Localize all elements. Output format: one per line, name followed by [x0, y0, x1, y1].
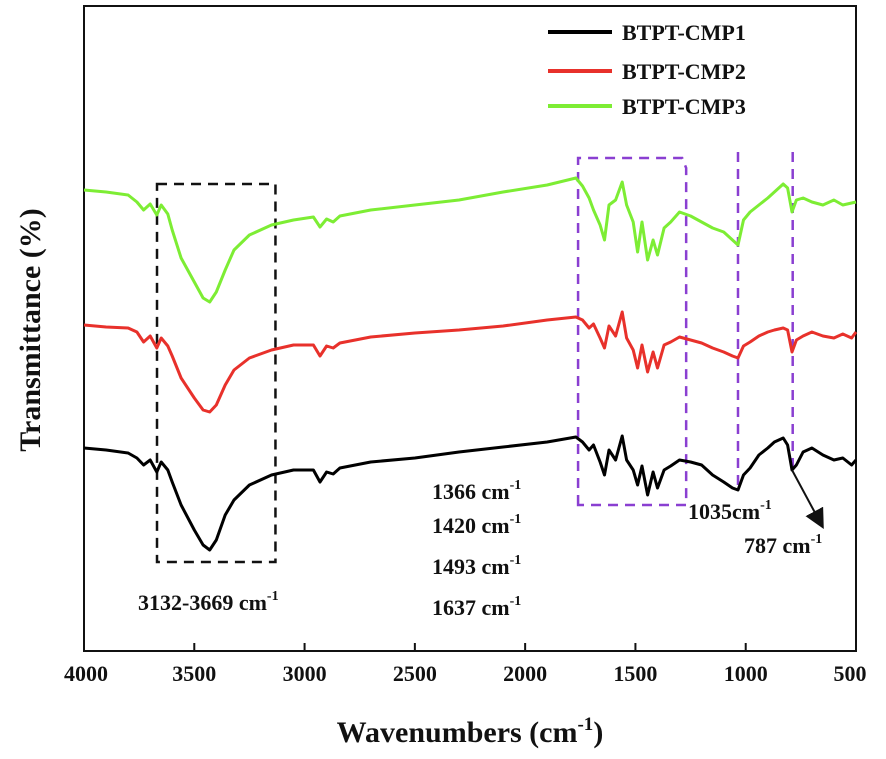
- x-axis-title-tail: ): [593, 716, 603, 749]
- legend-label-cmp1: BTPT-CMP1: [622, 20, 746, 45]
- x-tick-label: 2500: [393, 661, 437, 686]
- oh-range-box: [155, 182, 277, 564]
- series-line-btpt-cmp2: [83, 310, 858, 414]
- annotation-1637: 1637 cm-1: [432, 594, 521, 620]
- annotation-1420-sup: -1: [510, 512, 522, 527]
- annotation-oh-range: 3132-3669 cm-1: [138, 589, 279, 615]
- x-tick-label: 500: [834, 661, 867, 686]
- x-tick-label: 1000: [724, 661, 768, 686]
- annotation-1035: 1035cm-1: [688, 498, 772, 524]
- series-line-btpt-cmp1: [83, 434, 858, 552]
- annotation-oh-range-sup: -1: [267, 589, 279, 604]
- x-tick-label: 3500: [172, 661, 216, 686]
- annotation-1035-sup: -1: [760, 498, 772, 513]
- annotation-1366-text: 1366 cm: [432, 479, 510, 504]
- legend: BTPT-CMP1 BTPT-CMP2 BTPT-CMP3: [548, 20, 746, 119]
- annotation-1366: 1366 cm-1: [432, 478, 521, 504]
- annotation-oh-range-text: 3132-3669 cm: [138, 590, 267, 615]
- series-group: [83, 176, 858, 552]
- series-line-btpt-cmp3: [83, 176, 857, 304]
- x-tick-label: 3000: [283, 661, 327, 686]
- x-tick-label: 4000: [64, 661, 108, 686]
- plot-frame: [83, 5, 857, 652]
- annotation-787-text: 787 cm: [744, 533, 811, 558]
- aromatic-region-box: [576, 156, 688, 507]
- annotation-1637-text: 1637 cm: [432, 595, 510, 620]
- x-axis-ticks: 4000 3500 3000 2500 2000 1500 1000 500: [64, 643, 867, 686]
- annotation-1493: 1493 cm-1: [432, 553, 521, 579]
- annotation-787-sup: -1: [811, 532, 823, 547]
- legend-label-cmp2: BTPT-CMP2: [622, 59, 746, 84]
- annotation-1637-sup: -1: [510, 594, 522, 609]
- arrow-787: [791, 469, 824, 530]
- annotation-787: 787 cm-1: [744, 532, 822, 558]
- x-axis-title-main: Wavenumbers (cm: [337, 716, 578, 749]
- x-axis-title: Wavenumbers (cm-1): [337, 714, 604, 749]
- annotation-1035-text: 1035cm: [688, 499, 760, 524]
- annotation-1420: 1420 cm-1: [432, 512, 521, 538]
- x-axis-title-sup: -1: [577, 714, 593, 735]
- annotation-1493-sup: -1: [510, 553, 522, 568]
- legend-label-cmp3: BTPT-CMP3: [622, 94, 746, 119]
- y-axis-title: Transmittance (%): [14, 208, 47, 452]
- annotation-1493-text: 1493 cm: [432, 554, 510, 579]
- annotation-1420-text: 1420 cm: [432, 513, 510, 538]
- annotation-boxes: [155, 152, 794, 564]
- x-tick-label: 2000: [503, 661, 547, 686]
- x-tick-label: 1500: [613, 661, 657, 686]
- annotation-1366-sup: -1: [510, 478, 522, 493]
